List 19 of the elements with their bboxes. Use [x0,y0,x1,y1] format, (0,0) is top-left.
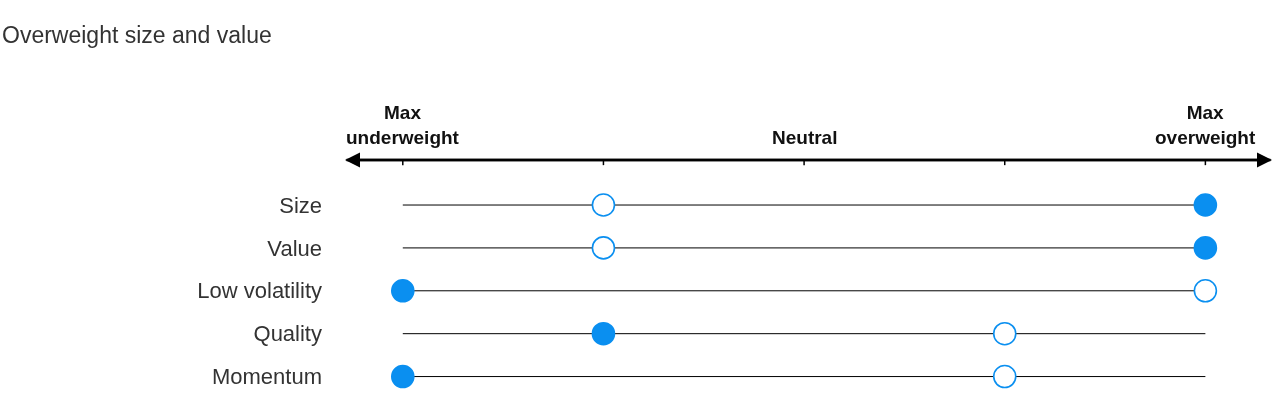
point [391,278,415,303]
point [1193,236,1218,260]
point [591,321,616,346]
y-tick-label: Size [279,192,322,218]
point [391,364,415,389]
point [1193,193,1218,217]
point [1193,278,1218,303]
text: Overweight size and value [2,22,272,48]
y-tick-label: Low volatility [197,278,322,304]
y-tick-label: Quality [253,321,322,347]
point [591,236,616,260]
point [992,364,1017,389]
y-tick-label: Value [267,235,322,261]
text: Neutral [772,127,838,148]
point [591,193,616,217]
text: Max underweight [346,102,460,148]
point [992,321,1017,346]
y-tick-label: Momentum [211,364,322,390]
text: Max overweight [1155,102,1256,148]
